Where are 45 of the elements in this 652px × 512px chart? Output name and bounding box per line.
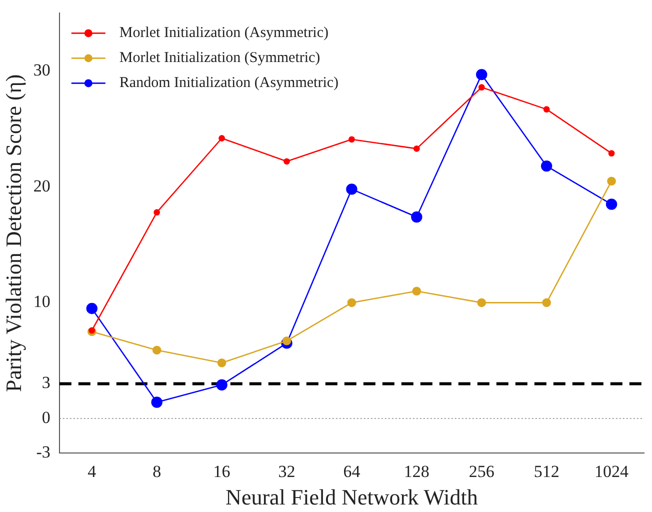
point [86,302,98,314]
y-tick-label: 10 [33,292,50,312]
x-tick-label: 1024 [594,462,630,481]
y-tick-label: 20 [33,176,50,196]
point [346,184,358,195]
x-axis-title: Neural Field Network Width [226,484,478,510]
point [413,145,420,152]
point [608,150,615,157]
y-tick-label: 30 [33,60,50,80]
legend-label: Random Initialization (Asymmetric) [119,75,339,92]
point [411,211,422,223]
point [218,135,225,142]
point [477,298,486,308]
x-tick-label: 512 [534,462,560,481]
point [152,346,162,355]
x-tick-label: 8 [152,462,162,481]
x-tick-label: 32 [278,462,296,481]
x-tick-label: 4 [88,462,97,481]
point [348,136,355,143]
point [347,298,356,308]
point [151,396,162,408]
x-tick-label: 64 [343,462,361,481]
y-axis-title: Parity Violation Detection Score (η) [0,74,26,392]
point [476,68,488,80]
point [540,160,552,172]
point [154,209,160,216]
point [606,198,618,210]
point [543,106,550,113]
point [217,358,226,368]
x-tick-label: 16 [213,462,230,481]
point [412,286,422,296]
point [284,158,290,165]
point [282,336,292,346]
point [88,327,96,334]
x-tick-label: 256 [468,462,494,481]
point [542,298,551,308]
legend-label: Morlet Initialization (Asymmetric) [119,25,329,42]
point [607,176,616,186]
y-tick-label: 3 [42,373,50,392]
legend-label: Morlet Initialization (Symmetric) [119,50,320,66]
point [478,84,485,91]
x-tick-label: 128 [404,462,430,481]
point [216,379,228,390]
y-tick-label: -3 [36,442,50,462]
y-tick-label: 0 [42,408,50,427]
